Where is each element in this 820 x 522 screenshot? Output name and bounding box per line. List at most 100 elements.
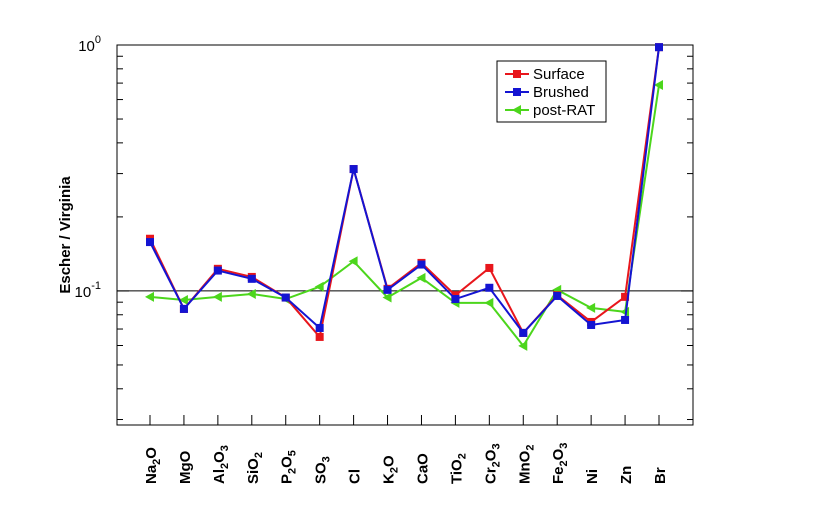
marker (213, 266, 222, 275)
label-part: Al (211, 469, 228, 484)
marker (485, 263, 494, 272)
marker (212, 291, 222, 302)
label-part: O (482, 449, 499, 461)
x-tick-label: CaO (414, 453, 431, 484)
marker (621, 292, 630, 301)
marker (349, 165, 358, 174)
y-tick-exponent: -1 (91, 280, 101, 292)
label-part: Cr (482, 467, 499, 484)
subscript: 2 (253, 452, 265, 458)
plot-frame (116, 44, 694, 426)
legend-label: Brushed (533, 84, 589, 101)
marker (518, 340, 528, 351)
marker (348, 256, 358, 267)
subscript: 3 (558, 443, 570, 449)
label-part: MnO (516, 450, 533, 484)
label-part: Br (652, 467, 669, 484)
x-tick-label: Ni (584, 469, 601, 484)
subscript: 3 (219, 445, 231, 451)
x-tick-label: MnO2 (516, 445, 536, 484)
x-tick-label: P2O5 (279, 450, 299, 484)
subscript: 2 (389, 467, 401, 473)
label-part: O (211, 451, 228, 463)
x-tick-label: MgO (177, 450, 194, 484)
subscript: 2 (219, 463, 231, 469)
marker (451, 295, 460, 304)
label-part: Fe (550, 466, 567, 484)
legend-marker (513, 70, 521, 78)
marker (179, 304, 188, 313)
x-tick-label: Na2O (143, 447, 163, 484)
legend-marker (512, 105, 521, 115)
marker (247, 274, 256, 283)
x-tick-label: Cr2O3 (482, 443, 502, 484)
x-tick-label: SiO2 (245, 452, 265, 484)
subscript: 2 (524, 445, 536, 451)
marker (383, 285, 392, 294)
marker (146, 238, 154, 247)
label-part: CaO (414, 453, 431, 484)
label-part: Na (143, 464, 160, 484)
marker (586, 302, 596, 313)
x-tick-label: TiO2 (448, 453, 468, 484)
x-tick-label: K2O (381, 455, 401, 484)
marker (314, 281, 324, 292)
label-part: TiO (448, 459, 465, 484)
x-tick-label: Br (652, 467, 669, 484)
x-tick-label: SO3 (313, 456, 333, 484)
marker (315, 332, 324, 341)
marker (654, 79, 663, 90)
marker (246, 288, 256, 299)
marker (382, 292, 392, 303)
marker (620, 306, 630, 317)
label-part: O (279, 456, 296, 468)
y-tick-label: 10-1 (75, 280, 101, 301)
y-tick-base: 10 (78, 38, 95, 55)
y-tick-base: 10 (75, 284, 92, 301)
label-part: P (279, 474, 296, 484)
x-tick-label: Fe2O3 (550, 443, 570, 484)
marker (281, 293, 290, 302)
x-tick-label: Al2O3 (211, 445, 231, 484)
label-part: SO (313, 462, 330, 484)
subscript: 3 (321, 456, 333, 462)
marker (587, 320, 596, 329)
label-part: K (381, 473, 398, 484)
marker (553, 291, 562, 300)
label-part: O (550, 448, 567, 460)
series-line (149, 47, 660, 340)
series-line (149, 84, 660, 348)
label-part: Ni (584, 469, 601, 484)
legend-label: Surface (533, 66, 585, 83)
label-part: Cl (347, 469, 364, 484)
x-tick-label: Cl (347, 469, 364, 484)
subscript: 2 (151, 459, 163, 465)
marker (145, 291, 154, 302)
subscript: 5 (287, 450, 299, 456)
series-line (149, 47, 660, 335)
label-part: O (381, 455, 398, 467)
y-axis-label: Escher / Virginia (57, 176, 74, 294)
marker (416, 272, 426, 283)
marker (315, 323, 324, 332)
marker (519, 328, 528, 337)
marker (621, 315, 630, 324)
subscript: 2 (558, 460, 570, 466)
marker (178, 294, 188, 305)
legend-label: post-RAT (533, 102, 595, 119)
marker (417, 260, 426, 269)
label-part: SiO (245, 458, 262, 484)
subscript: 2 (456, 453, 468, 459)
subscript: 2 (490, 461, 502, 467)
label-part: MgO (177, 450, 194, 484)
label-part: O (143, 447, 160, 459)
marker (655, 43, 663, 52)
marker (484, 297, 494, 308)
y-tick-exponent: 0 (95, 34, 101, 46)
label-part: Zn (618, 466, 635, 484)
y-tick-label: 100 (78, 34, 101, 55)
marker (485, 283, 494, 292)
legend-marker (513, 88, 521, 96)
subscript: 3 (490, 443, 502, 449)
